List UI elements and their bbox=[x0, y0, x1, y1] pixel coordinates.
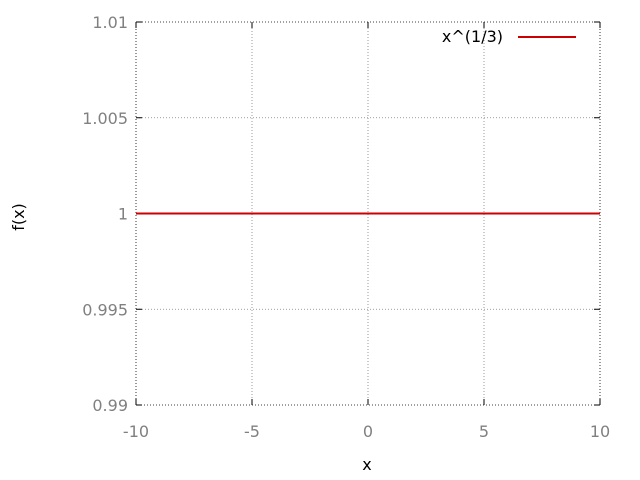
x-tick-label: 0 bbox=[363, 422, 373, 441]
x-tick-label: 10 bbox=[590, 422, 610, 441]
x-axis-title: x bbox=[362, 455, 371, 474]
legend: x^(1/3) bbox=[442, 27, 576, 46]
y-tick-label: 1 bbox=[118, 205, 128, 224]
y-axis-title: f(x) bbox=[9, 203, 28, 231]
axis-ticks: -10 -5 0 5 10 0.99 0.995 1 1.005 1.01 bbox=[82, 13, 610, 441]
x-tick-label: -5 bbox=[244, 422, 260, 441]
legend-label: x^(1/3) bbox=[442, 27, 503, 46]
y-tick-label: 1.005 bbox=[82, 109, 128, 128]
y-tick-label: 0.995 bbox=[82, 300, 128, 319]
x-tick-label: -10 bbox=[123, 422, 149, 441]
x-tick-label: 5 bbox=[479, 422, 489, 441]
y-tick-label: 1.01 bbox=[92, 13, 128, 32]
y-tick-label: 0.99 bbox=[92, 396, 128, 415]
